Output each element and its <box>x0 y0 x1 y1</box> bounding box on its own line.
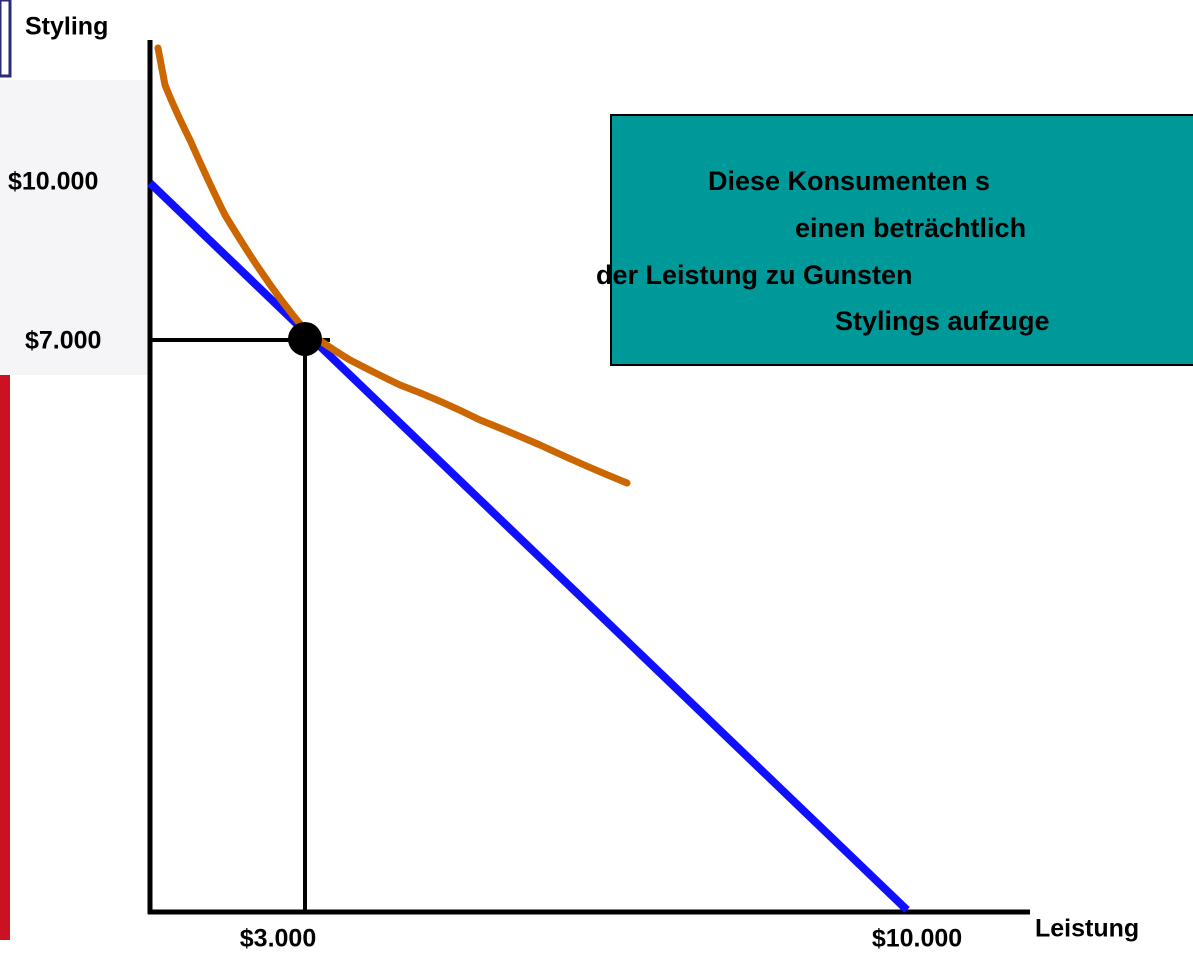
budget-line <box>147 180 910 913</box>
callout-box <box>610 114 1193 366</box>
x-label: $3.000 <box>240 925 316 953</box>
callout-line: Stylings aufzuge <box>835 306 1050 336</box>
callout-line: einen beträchtlich <box>795 213 1026 243</box>
shade <box>0 80 150 375</box>
x-label: $10.000 <box>872 925 962 953</box>
indifference-curve <box>154 44 631 487</box>
callout-line: Diese Konsumenten s <box>708 166 990 196</box>
red-bar <box>0 375 10 940</box>
y-label: $10.000 <box>8 168 98 196</box>
x-axis-label: Leistung <box>1035 915 1139 943</box>
y-axis-label: Styling <box>25 13 108 41</box>
callout-line: der Leistung zu Gunsten <box>596 260 913 290</box>
y-label: $7.000 <box>25 327 101 355</box>
corner-box <box>0 0 12 78</box>
optimum-point <box>288 322 322 356</box>
